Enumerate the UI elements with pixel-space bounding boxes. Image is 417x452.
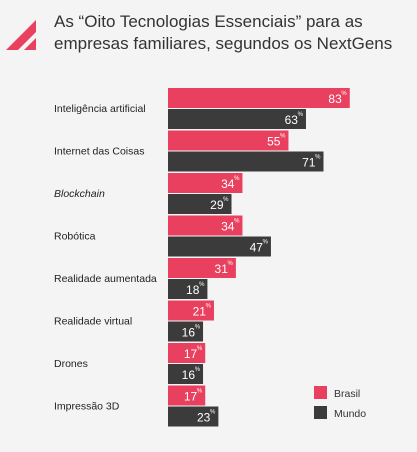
- bar-brasil: [168, 300, 214, 321]
- bar-mundo: [168, 236, 271, 257]
- data-label-unit: %: [206, 304, 212, 310]
- bar-mundo: [168, 364, 204, 384]
- data-label: 29: [210, 198, 224, 212]
- data-label-unit: %: [195, 325, 201, 331]
- data-label: 63: [285, 113, 299, 127]
- bar-mundo: [168, 151, 324, 172]
- bar-mundo: [168, 321, 204, 342]
- bar-mundo: [168, 194, 232, 214]
- bar-mundo: [168, 109, 306, 129]
- data-label-unit: %: [298, 112, 304, 118]
- category-label: Drones: [54, 358, 88, 370]
- data-label: 83: [328, 92, 342, 106]
- bar-brasil: [168, 88, 350, 108]
- category-label: Realidade virtual: [54, 316, 132, 328]
- legend-swatch-brasil: [314, 386, 327, 399]
- category-label: Robótica: [54, 231, 96, 243]
- data-label: 34: [221, 220, 235, 234]
- bar-brasil: [168, 258, 236, 278]
- data-label-unit: %: [280, 134, 286, 140]
- data-label: 47: [250, 241, 264, 255]
- data-label-unit: %: [263, 240, 269, 246]
- legend-swatch-mundo: [314, 406, 327, 419]
- data-label-unit: %: [199, 282, 205, 288]
- data-label: 34: [221, 177, 235, 191]
- data-label-unit: %: [341, 91, 347, 97]
- bar-brasil: [168, 343, 206, 363]
- data-label: 23: [197, 411, 211, 425]
- bar-brasil: [168, 130, 289, 151]
- data-label: 55: [267, 135, 281, 149]
- bar-brasil: [168, 385, 206, 406]
- data-label: 17: [184, 347, 198, 361]
- chart-title: As “Oito Tecnologias Essenciais” para as…: [54, 12, 393, 53]
- data-label: 17: [184, 390, 198, 404]
- data-label: 21: [193, 305, 207, 319]
- brand-logo-icon: [6, 20, 36, 50]
- data-label-unit: %: [195, 367, 201, 373]
- category-label: Impressão 3D: [54, 401, 120, 413]
- bar-brasil: [168, 173, 243, 193]
- data-label: 71: [302, 156, 316, 170]
- data-label: 31: [215, 262, 229, 276]
- category-label: Internet das Coisas: [54, 146, 144, 158]
- data-label-unit: %: [228, 261, 234, 267]
- data-label-unit: %: [234, 176, 240, 182]
- data-label-unit: %: [223, 197, 229, 203]
- data-label-unit: %: [315, 155, 321, 161]
- legend-label: Mundo: [334, 408, 366, 420]
- data-label: 16: [182, 368, 196, 382]
- data-label: 18: [186, 283, 200, 297]
- category-label: Realidade aumentada: [54, 273, 157, 285]
- bar-mundo: [168, 279, 208, 299]
- data-label-unit: %: [197, 389, 203, 395]
- category-label: Blockchain: [54, 188, 105, 200]
- data-label-unit: %: [234, 219, 240, 225]
- bar-brasil: [168, 215, 243, 236]
- data-label-unit: %: [197, 346, 203, 352]
- data-label: 16: [182, 326, 196, 340]
- category-label: Inteligência artificial: [54, 103, 146, 115]
- data-label-unit: %: [210, 410, 216, 416]
- legend-label: Brasil: [334, 388, 360, 400]
- bar-mundo: [168, 406, 219, 427]
